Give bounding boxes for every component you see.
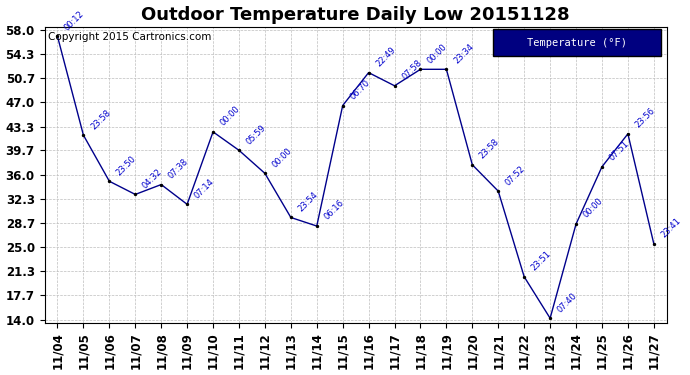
Text: 22:49: 22:49 — [374, 45, 397, 68]
Text: 06:70: 06:70 — [348, 78, 372, 101]
Point — [156, 182, 167, 188]
Point — [181, 201, 193, 207]
Point — [337, 102, 348, 108]
Point — [467, 162, 478, 168]
Text: Temperature (°F): Temperature (°F) — [526, 38, 627, 48]
Text: 07:40: 07:40 — [555, 291, 579, 314]
Text: 00:00: 00:00 — [219, 105, 241, 128]
Text: 23:54: 23:54 — [297, 190, 319, 213]
Point — [596, 164, 607, 170]
Point — [233, 147, 244, 153]
Point — [208, 129, 219, 135]
Text: 06:16: 06:16 — [322, 198, 346, 222]
FancyBboxPatch shape — [493, 30, 660, 56]
Point — [519, 274, 530, 280]
Point — [286, 214, 297, 220]
Text: 00:12: 00:12 — [63, 9, 86, 32]
Text: 23:51: 23:51 — [530, 249, 553, 273]
Text: 23:50: 23:50 — [115, 154, 138, 177]
Point — [493, 188, 504, 194]
Point — [311, 223, 322, 229]
Point — [52, 33, 63, 39]
Point — [259, 170, 270, 176]
Text: 00:00: 00:00 — [582, 197, 604, 220]
Point — [415, 66, 426, 72]
Text: 23:34: 23:34 — [452, 42, 475, 65]
Text: 23:41: 23:41 — [660, 216, 682, 240]
Text: 05:59: 05:59 — [244, 123, 268, 146]
Point — [571, 221, 582, 227]
Point — [622, 131, 633, 137]
Text: 23:58: 23:58 — [478, 137, 501, 160]
Point — [441, 66, 452, 72]
Point — [104, 178, 115, 184]
Text: 07:58: 07:58 — [400, 58, 424, 82]
Text: Copyright 2015 Cartronics.com: Copyright 2015 Cartronics.com — [48, 32, 211, 42]
Text: 23:56: 23:56 — [633, 106, 657, 130]
Text: 00:00: 00:00 — [426, 42, 449, 65]
Point — [544, 315, 555, 321]
Point — [389, 83, 400, 89]
Text: 07:14: 07:14 — [193, 177, 216, 200]
Text: 07:52: 07:52 — [504, 164, 527, 187]
Text: 04:32: 04:32 — [141, 167, 164, 190]
Text: 00:00: 00:00 — [270, 146, 294, 169]
Text: 23:58: 23:58 — [89, 108, 112, 131]
Point — [78, 132, 89, 138]
Text: 07:38: 07:38 — [167, 157, 190, 180]
Text: 07:51: 07:51 — [607, 140, 631, 163]
Title: Outdoor Temperature Daily Low 20151128: Outdoor Temperature Daily Low 20151128 — [141, 6, 570, 24]
Point — [363, 70, 374, 76]
Point — [130, 191, 141, 197]
Point — [649, 241, 660, 247]
